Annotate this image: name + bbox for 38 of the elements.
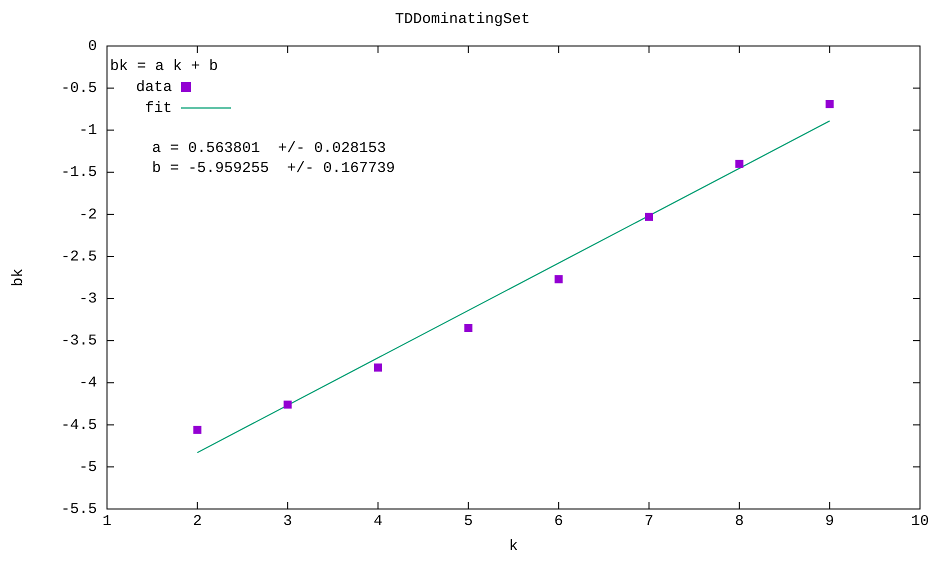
y-tick-label: -4: [78, 374, 97, 392]
y-tick-label: -3: [78, 290, 97, 308]
x-tick-label: 4: [373, 512, 383, 530]
point: [284, 400, 292, 409]
y-tick-label: -2.5: [60, 248, 97, 266]
x-tick-label: 9: [825, 512, 834, 530]
point: [464, 324, 472, 332]
y-tick-label: -1.5: [60, 164, 97, 182]
annotation: a = 0.563801 +/- 0.028153: [152, 140, 386, 157]
x-tick-label: 6: [554, 512, 564, 530]
legend-title: bk = a k + b: [110, 58, 218, 75]
x-tick-label: 5: [464, 512, 473, 530]
y-tick-label: -5.5: [60, 500, 97, 518]
legend-label: data: [136, 78, 172, 96]
point: [735, 160, 744, 168]
y-tick-label: -2: [78, 206, 97, 224]
point: [644, 212, 654, 221]
annotation: b = -5.959255 +/- 0.167739: [152, 160, 396, 177]
point: [193, 426, 202, 434]
point: [826, 100, 834, 108]
y-tick-label: -5: [78, 458, 97, 476]
x-tick-label: 1: [102, 512, 112, 530]
point: [374, 364, 382, 372]
x-tick-label: 7: [644, 512, 654, 530]
legend-label: fit: [144, 100, 172, 117]
y-tick-label: 0: [88, 38, 97, 55]
x-tick-label: 10: [910, 512, 930, 530]
x-tick-label: 2: [192, 512, 202, 530]
x-tick-label: 8: [734, 512, 744, 530]
chart-title: TDDominatingSet: [394, 10, 530, 28]
y-tick-label: -4.5: [60, 416, 97, 434]
x-axis-title: k: [508, 538, 518, 555]
y-tick-label: -1: [78, 122, 97, 140]
y-axis-title: bk: [10, 268, 27, 287]
y-tick-label: -3.5: [60, 332, 97, 350]
y-tick-label: -0.5: [60, 80, 97, 98]
x-tick-label: 3: [283, 512, 292, 530]
point: [554, 275, 563, 284]
